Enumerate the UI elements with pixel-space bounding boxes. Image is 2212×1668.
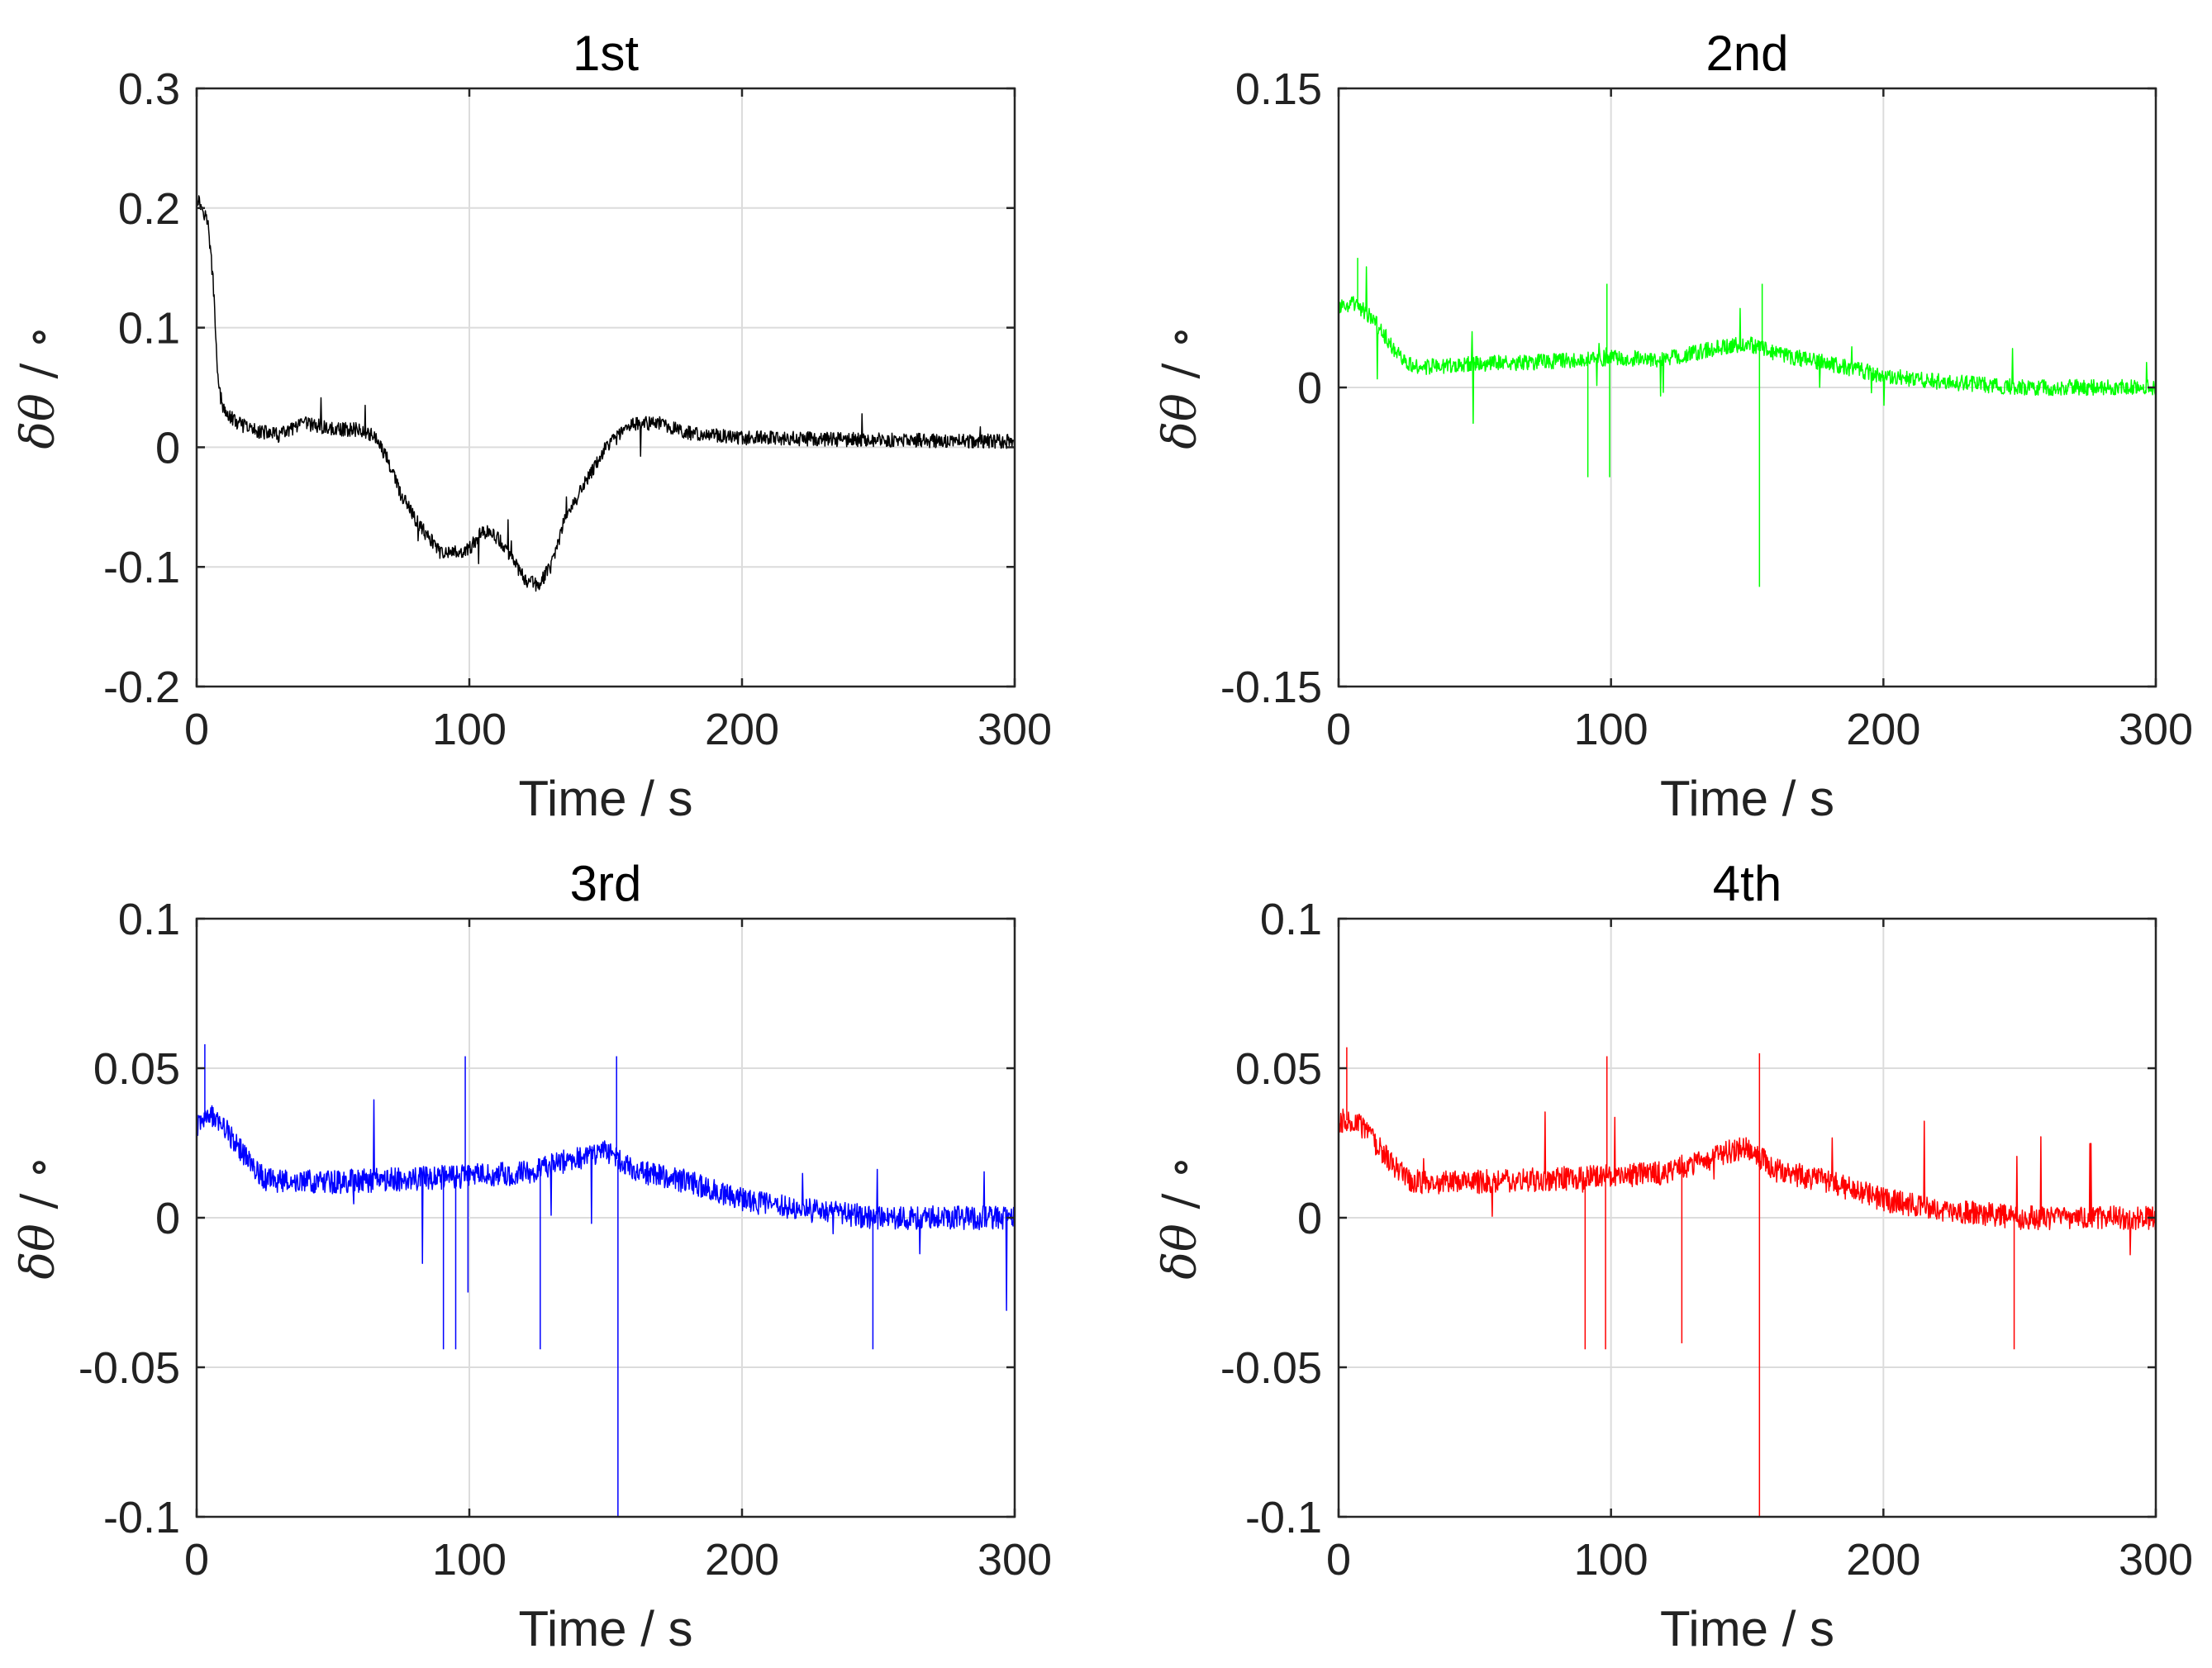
y-axis-label: δθ / ∘: [1154, 1156, 1207, 1279]
x-tick-label: 0: [1326, 1535, 1351, 1585]
x-tick-label: 200: [1846, 705, 1920, 754]
y-axis-label: δθ / ∘: [1154, 326, 1207, 449]
x-axis-label: Time / s: [1660, 1601, 1834, 1656]
axes-frame: [195, 87, 1016, 688]
y-tick-label: 0: [1297, 364, 1322, 413]
y-tick-label: 0.05: [93, 1044, 180, 1094]
panel-1st: 0 100 200 300 -0.2 -0.1 0 0.1 0.2 0.3 1st Time / s δ…: [12, 26, 1052, 826]
y-tick-label: 0: [1297, 1194, 1322, 1243]
y-tick-label: -0.05: [1220, 1343, 1322, 1393]
x-tick-label: 100: [432, 705, 507, 754]
chart-title: 1st: [573, 26, 639, 81]
x-tick-label: 200: [705, 705, 779, 754]
x-axis-label: Time / s: [518, 1601, 692, 1656]
y-tick-label: 0.3: [118, 64, 180, 114]
panel-4th: 0 100 200 300 -0.1 -0.05 0 0.05 0.1 4th Time / s δθ…: [1154, 856, 2193, 1656]
x-tick-label: 300: [2119, 1535, 2193, 1585]
x-tick-label: 0: [184, 1535, 209, 1585]
y-tick-label: 0.1: [118, 895, 180, 944]
x-tick-label: 100: [432, 1535, 507, 1585]
y-tick-label: 0: [155, 423, 180, 473]
series-line-1st: [196, 195, 1016, 592]
y-tick-label: -0.05: [78, 1343, 180, 1393]
y-tick-label: 0.2: [118, 184, 180, 234]
y-tick-label: 0.15: [1235, 64, 1322, 114]
x-tick-label: 200: [1846, 1535, 1920, 1585]
y-tick-label: -0.15: [1220, 663, 1322, 712]
panel-3rd: 0 100 200 300 -0.1 -0.05 0 0.05 0.1 3rd Time / s δθ…: [12, 856, 1052, 1656]
y-tick-label: 0.05: [1235, 1044, 1322, 1094]
x-axis-label: Time / s: [518, 771, 692, 826]
x-tick-label: 300: [2119, 705, 2193, 754]
y-tick-label: -0.1: [103, 543, 180, 592]
series-line-2nd: [1338, 258, 2157, 587]
chart-title: 2nd: [1705, 26, 1788, 81]
x-tick-label: 300: [978, 705, 1052, 754]
y-tick-label: 0.1: [1260, 895, 1322, 944]
x-tick-label: 100: [1574, 1535, 1648, 1585]
x-tick-label: 0: [184, 705, 209, 754]
x-tick-label: 200: [705, 1535, 779, 1585]
y-tick-label: 0.1: [118, 304, 180, 354]
chart-title: 3rd: [570, 856, 642, 911]
y-tick-label: 0: [155, 1194, 180, 1243]
plot-area: [197, 88, 1015, 687]
y-tick-label: -0.2: [103, 663, 180, 712]
x-tick-label: 0: [1326, 705, 1351, 754]
series-line-4th: [1338, 1047, 2157, 1517]
y-axis-label: δθ / ∘: [12, 326, 65, 449]
series-line-3rd: [196, 1044, 1016, 1517]
y-axis-label: δθ / ∘: [12, 1156, 65, 1279]
x-tick-label: 300: [978, 1535, 1052, 1585]
x-axis-label: Time / s: [1660, 771, 1834, 826]
y-tick-label: -0.1: [1245, 1493, 1322, 1542]
y-tick-label: -0.1: [103, 1493, 180, 1542]
chart-title: 4th: [1713, 856, 1781, 911]
x-tick-label: 100: [1574, 705, 1648, 754]
